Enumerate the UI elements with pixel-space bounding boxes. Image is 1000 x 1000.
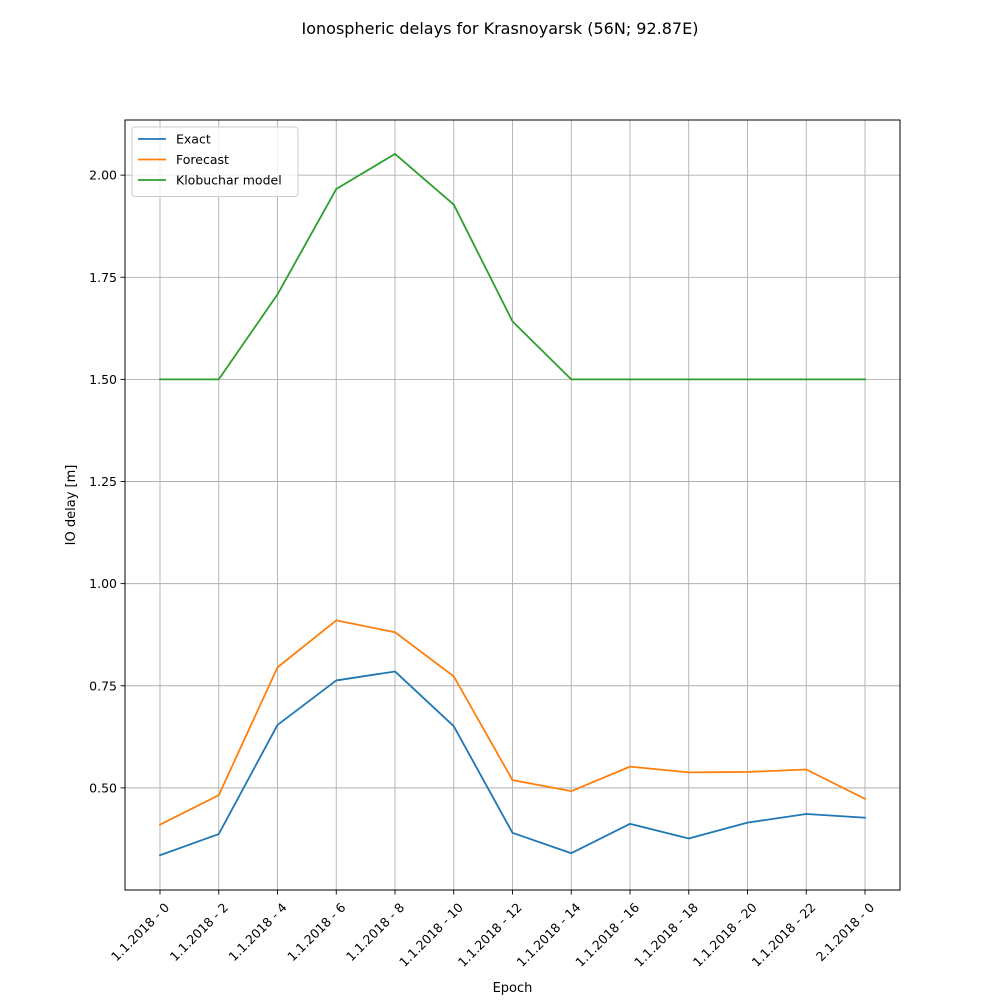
chart-title: Ionospheric delays for Krasnoyarsk (56N;… — [302, 19, 699, 38]
y-tick-label: 0.50 — [89, 780, 117, 795]
grid — [125, 120, 900, 890]
legend-box — [131, 126, 299, 197]
series-line-klobuchar-model — [159, 152, 866, 381]
legend-label: Forecast — [176, 152, 229, 167]
legend-label: Exact — [176, 132, 211, 147]
x-axis-label: Epoch — [493, 981, 533, 996]
y-axis-label: IO delay [m] — [64, 465, 79, 546]
y-tick-label: 1.50 — [89, 372, 117, 387]
series-lines — [158, 152, 867, 857]
y-tick-label: 0.75 — [89, 678, 117, 693]
legend-label: Klobuchar model — [176, 173, 282, 188]
y-tick-label: 1.75 — [89, 270, 117, 285]
y-tick-label: 1.00 — [89, 576, 117, 591]
y-axis-ticks: 0.50 0.75 1.00 1.25 1.50 1.75 2.00 — [89, 168, 125, 795]
legend: Exact Forecast Klobuchar model — [131, 126, 299, 197]
y-tick-label: 1.25 — [89, 474, 117, 489]
series-line-exact — [158, 670, 866, 857]
series-line-forecast — [158, 619, 867, 826]
y-tick-label: 2.00 — [89, 168, 117, 183]
